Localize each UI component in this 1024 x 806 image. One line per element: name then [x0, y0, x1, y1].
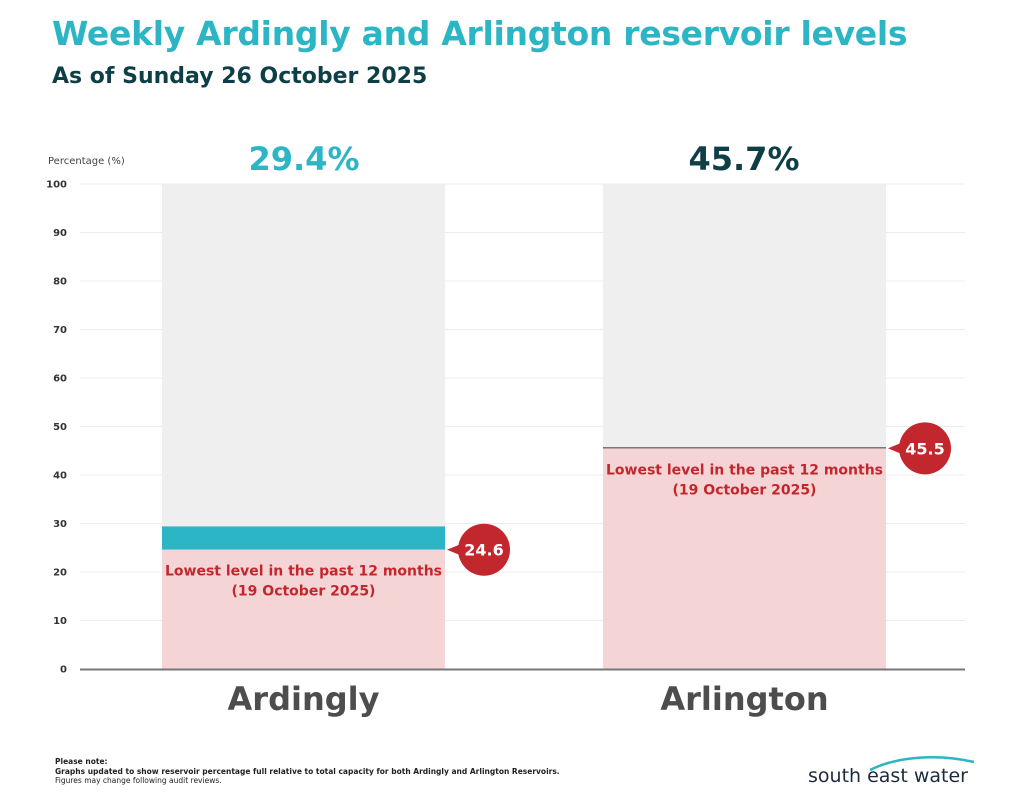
annotation-date: (19 October 2025): [673, 482, 817, 498]
y-tick-label: 100: [46, 180, 67, 191]
bar-current-level: [162, 526, 445, 550]
footnote-line-2: Figures may change following audit revie…: [55, 776, 222, 785]
footnote-heading: Please note:: [55, 757, 108, 766]
y-tick-label: 0: [60, 665, 67, 676]
y-tick-label: 20: [53, 568, 67, 579]
y-tick-label: 30: [53, 519, 67, 530]
x-category-label: Ardingly: [228, 680, 380, 718]
footnote-line-1: Graphs updated to show reservoir percent…: [55, 766, 560, 776]
marker-bubble: [458, 523, 510, 576]
reservoir-chart: 0 10 20 30 40 50 60 70 80 90 100 Lowest level in th…: [46, 180, 965, 718]
bar-lowest-band: [162, 549, 445, 669]
annotation-lowest-level: Lowest level in the past 12 months: [165, 564, 442, 580]
y-tick-label: 10: [53, 616, 67, 627]
x-category-label: Arlington: [660, 680, 828, 718]
y-tick-label: 80: [53, 277, 67, 288]
y-tick-label: 50: [53, 422, 67, 433]
annotation-date: (19 October 2025): [232, 584, 376, 600]
y-tick-label: 40: [53, 471, 67, 482]
south-east-water-logo: south east water: [808, 756, 975, 794]
value-label-ardingly: 29.4%: [248, 140, 360, 178]
footnote: Please note: Graphs updated to show rese…: [55, 757, 560, 786]
annotation-lowest-level: Lowest level in the past 12 months: [606, 462, 883, 478]
wave-icon: [869, 756, 975, 772]
y-tick-label: 70: [53, 325, 67, 336]
bar-current-level: [603, 447, 886, 449]
marker-value-label: 24.6: [464, 541, 503, 560]
marker-bubble: [899, 422, 951, 475]
logo-text: south east water: [808, 765, 968, 787]
y-tick-label: 60: [53, 374, 67, 385]
y-tick-label: 90: [53, 228, 67, 239]
bar-lowest-band: [603, 448, 886, 669]
marker-value-label: 45.5: [905, 439, 944, 458]
y-axis-label: Percentage (%): [48, 156, 125, 167]
value-label-arlington: 45.7%: [688, 140, 800, 178]
chart-title: Weekly Ardingly and Arlington reservoir …: [52, 14, 908, 53]
chart-subtitle: As of Sunday 26 October 2025: [52, 64, 428, 89]
